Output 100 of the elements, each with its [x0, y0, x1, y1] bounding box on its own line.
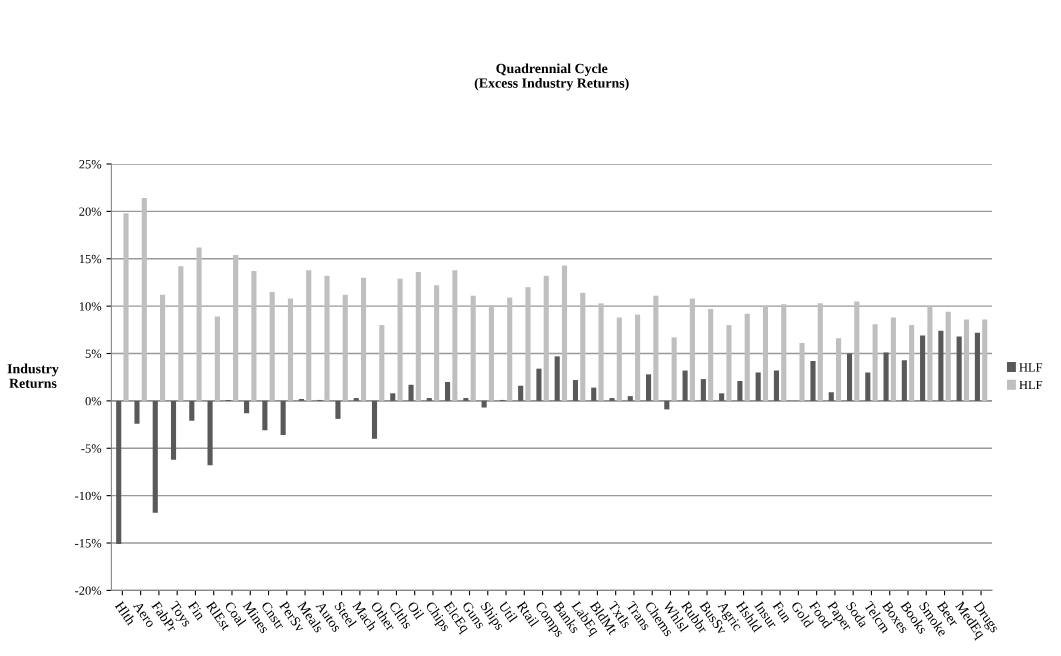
legend-label: HLF: [1019, 380, 1043, 390]
x-tick-label: Util: [498, 600, 519, 624]
bar: [883, 352, 889, 401]
x-tick-label: Oil: [407, 600, 425, 621]
y-tick-label: -15%: [75, 539, 102, 548]
bar: [938, 330, 944, 401]
bar: [635, 314, 641, 401]
legend-label: HLF: [1019, 363, 1043, 372]
bar: [689, 298, 695, 401]
bar: [854, 301, 860, 401]
bar: [408, 384, 414, 401]
bar: [536, 368, 542, 401]
bar: [178, 266, 184, 401]
bar: [974, 332, 980, 401]
bar: [244, 400, 250, 414]
bar: [251, 271, 257, 401]
bar: [287, 298, 294, 401]
bar: [945, 311, 951, 401]
bar: [598, 303, 604, 401]
bar: [627, 396, 633, 401]
bar: [872, 324, 878, 401]
bar: [123, 213, 129, 401]
bar: [755, 372, 761, 401]
bar: [390, 393, 396, 401]
bar: [371, 400, 378, 439]
bar: [817, 303, 823, 401]
bar: [726, 325, 732, 401]
bar: [445, 381, 451, 401]
bar: [335, 400, 341, 419]
bar: [152, 400, 158, 513]
chart-title: Quadrennial Cycle (Excess Industry Returns): [474, 63, 629, 91]
bar: [525, 287, 531, 401]
y-tick-label: 5%: [85, 349, 102, 359]
bar: [196, 247, 202, 401]
bar: [518, 385, 524, 401]
bar: [141, 198, 147, 401]
bar: [682, 370, 688, 401]
y-tick-label: -20%: [75, 586, 102, 595]
bar: [434, 285, 440, 401]
bar: [379, 325, 385, 401]
bar: [262, 400, 268, 431]
bar: [645, 374, 652, 401]
bar: [890, 317, 896, 401]
bar: [470, 295, 476, 401]
bar: [397, 278, 403, 401]
bar: [280, 400, 286, 435]
y-tick-label: 15%: [79, 254, 102, 264]
bar: [452, 270, 458, 401]
bar: [744, 313, 750, 401]
bar: [901, 360, 907, 401]
y-tick-label: 25%: [79, 160, 102, 169]
bar: [927, 306, 933, 401]
y-tick-label: -5%: [81, 444, 102, 453]
x-tick-label: Fin: [187, 600, 206, 621]
bar: [170, 400, 177, 460]
bar: [708, 308, 714, 401]
bar: [653, 295, 659, 401]
bar: [561, 265, 568, 401]
bar: [920, 335, 926, 401]
bar: [700, 379, 706, 401]
bar: [134, 400, 140, 424]
bar: [463, 398, 469, 401]
bar: [737, 380, 743, 401]
bar: [762, 306, 769, 401]
bar: [488, 305, 494, 401]
bar: [233, 254, 239, 401]
bar: [609, 398, 615, 401]
bar: [324, 275, 330, 401]
bar: [415, 272, 421, 401]
bar: [719, 393, 725, 401]
y-axis-title: Industry Returns: [7, 363, 59, 388]
bar: [426, 398, 432, 401]
bar: [664, 400, 670, 410]
bar: [836, 338, 842, 401]
bar: [572, 380, 579, 401]
bar: [773, 370, 779, 401]
bar: [342, 294, 348, 401]
bar: [846, 353, 853, 401]
bar: [982, 319, 988, 401]
bar: [865, 372, 871, 401]
bar: [956, 336, 962, 401]
y-tick-label: 20%: [79, 207, 102, 216]
bar: [554, 356, 560, 401]
bar: [799, 343, 805, 401]
y-tick-label: -10%: [75, 491, 102, 501]
bar: [810, 361, 816, 401]
bar: [580, 292, 586, 401]
bar: [214, 316, 220, 401]
bar: [269, 291, 275, 401]
bar: [507, 297, 513, 401]
bar: [543, 275, 549, 401]
bar: [828, 392, 834, 401]
bar: [671, 337, 677, 401]
bar: [616, 317, 622, 401]
bar: [781, 304, 787, 401]
bar: [909, 325, 915, 401]
bar: [963, 319, 970, 401]
y-tick-label: 10%: [79, 302, 102, 311]
bar: [116, 400, 122, 544]
bar: [360, 277, 367, 401]
